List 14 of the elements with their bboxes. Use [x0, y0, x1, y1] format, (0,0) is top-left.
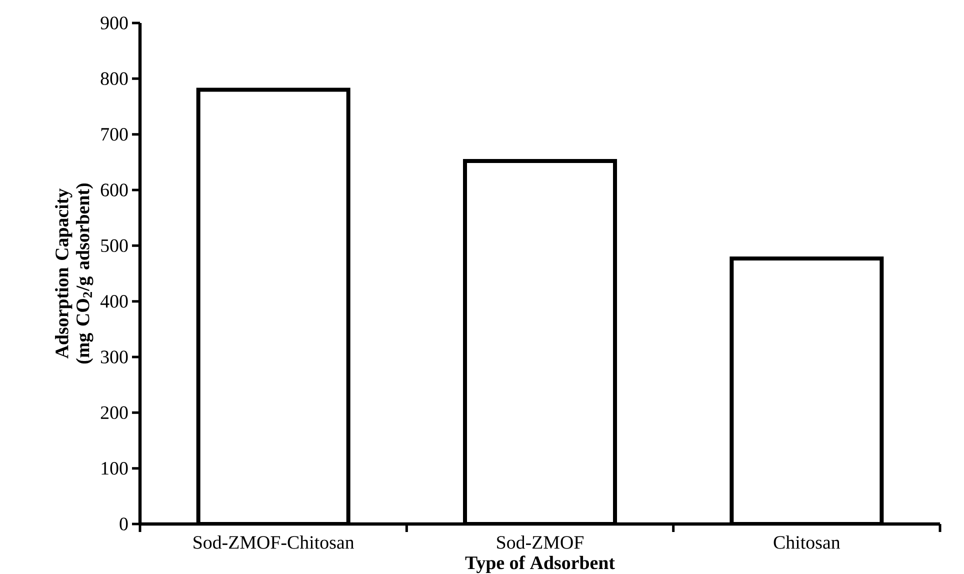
x-tick-label: Sod-ZMOF-Chitosan [194, 536, 354, 549]
y-tick-label: 800 [100, 72, 128, 86]
x-tick-label: Sod-ZMOF [497, 536, 584, 549]
y-tick-label: 300 [100, 350, 128, 364]
y-tick-label: 700 [101, 128, 128, 141]
y-tick-label: 500 [101, 239, 128, 252]
y-tick-label: 900 [100, 16, 128, 30]
y-tick-label: 400 [100, 294, 128, 308]
y-tick-label: 200 [100, 406, 128, 420]
x-tick-label: Chitosan [774, 536, 840, 549]
y-tick-label: 600 [100, 184, 128, 196]
y-tick-label: 0 [120, 518, 128, 530]
y-tick-label: 100 [102, 462, 128, 475]
x-axis-title: Type of Adsorbent [465, 556, 615, 574]
